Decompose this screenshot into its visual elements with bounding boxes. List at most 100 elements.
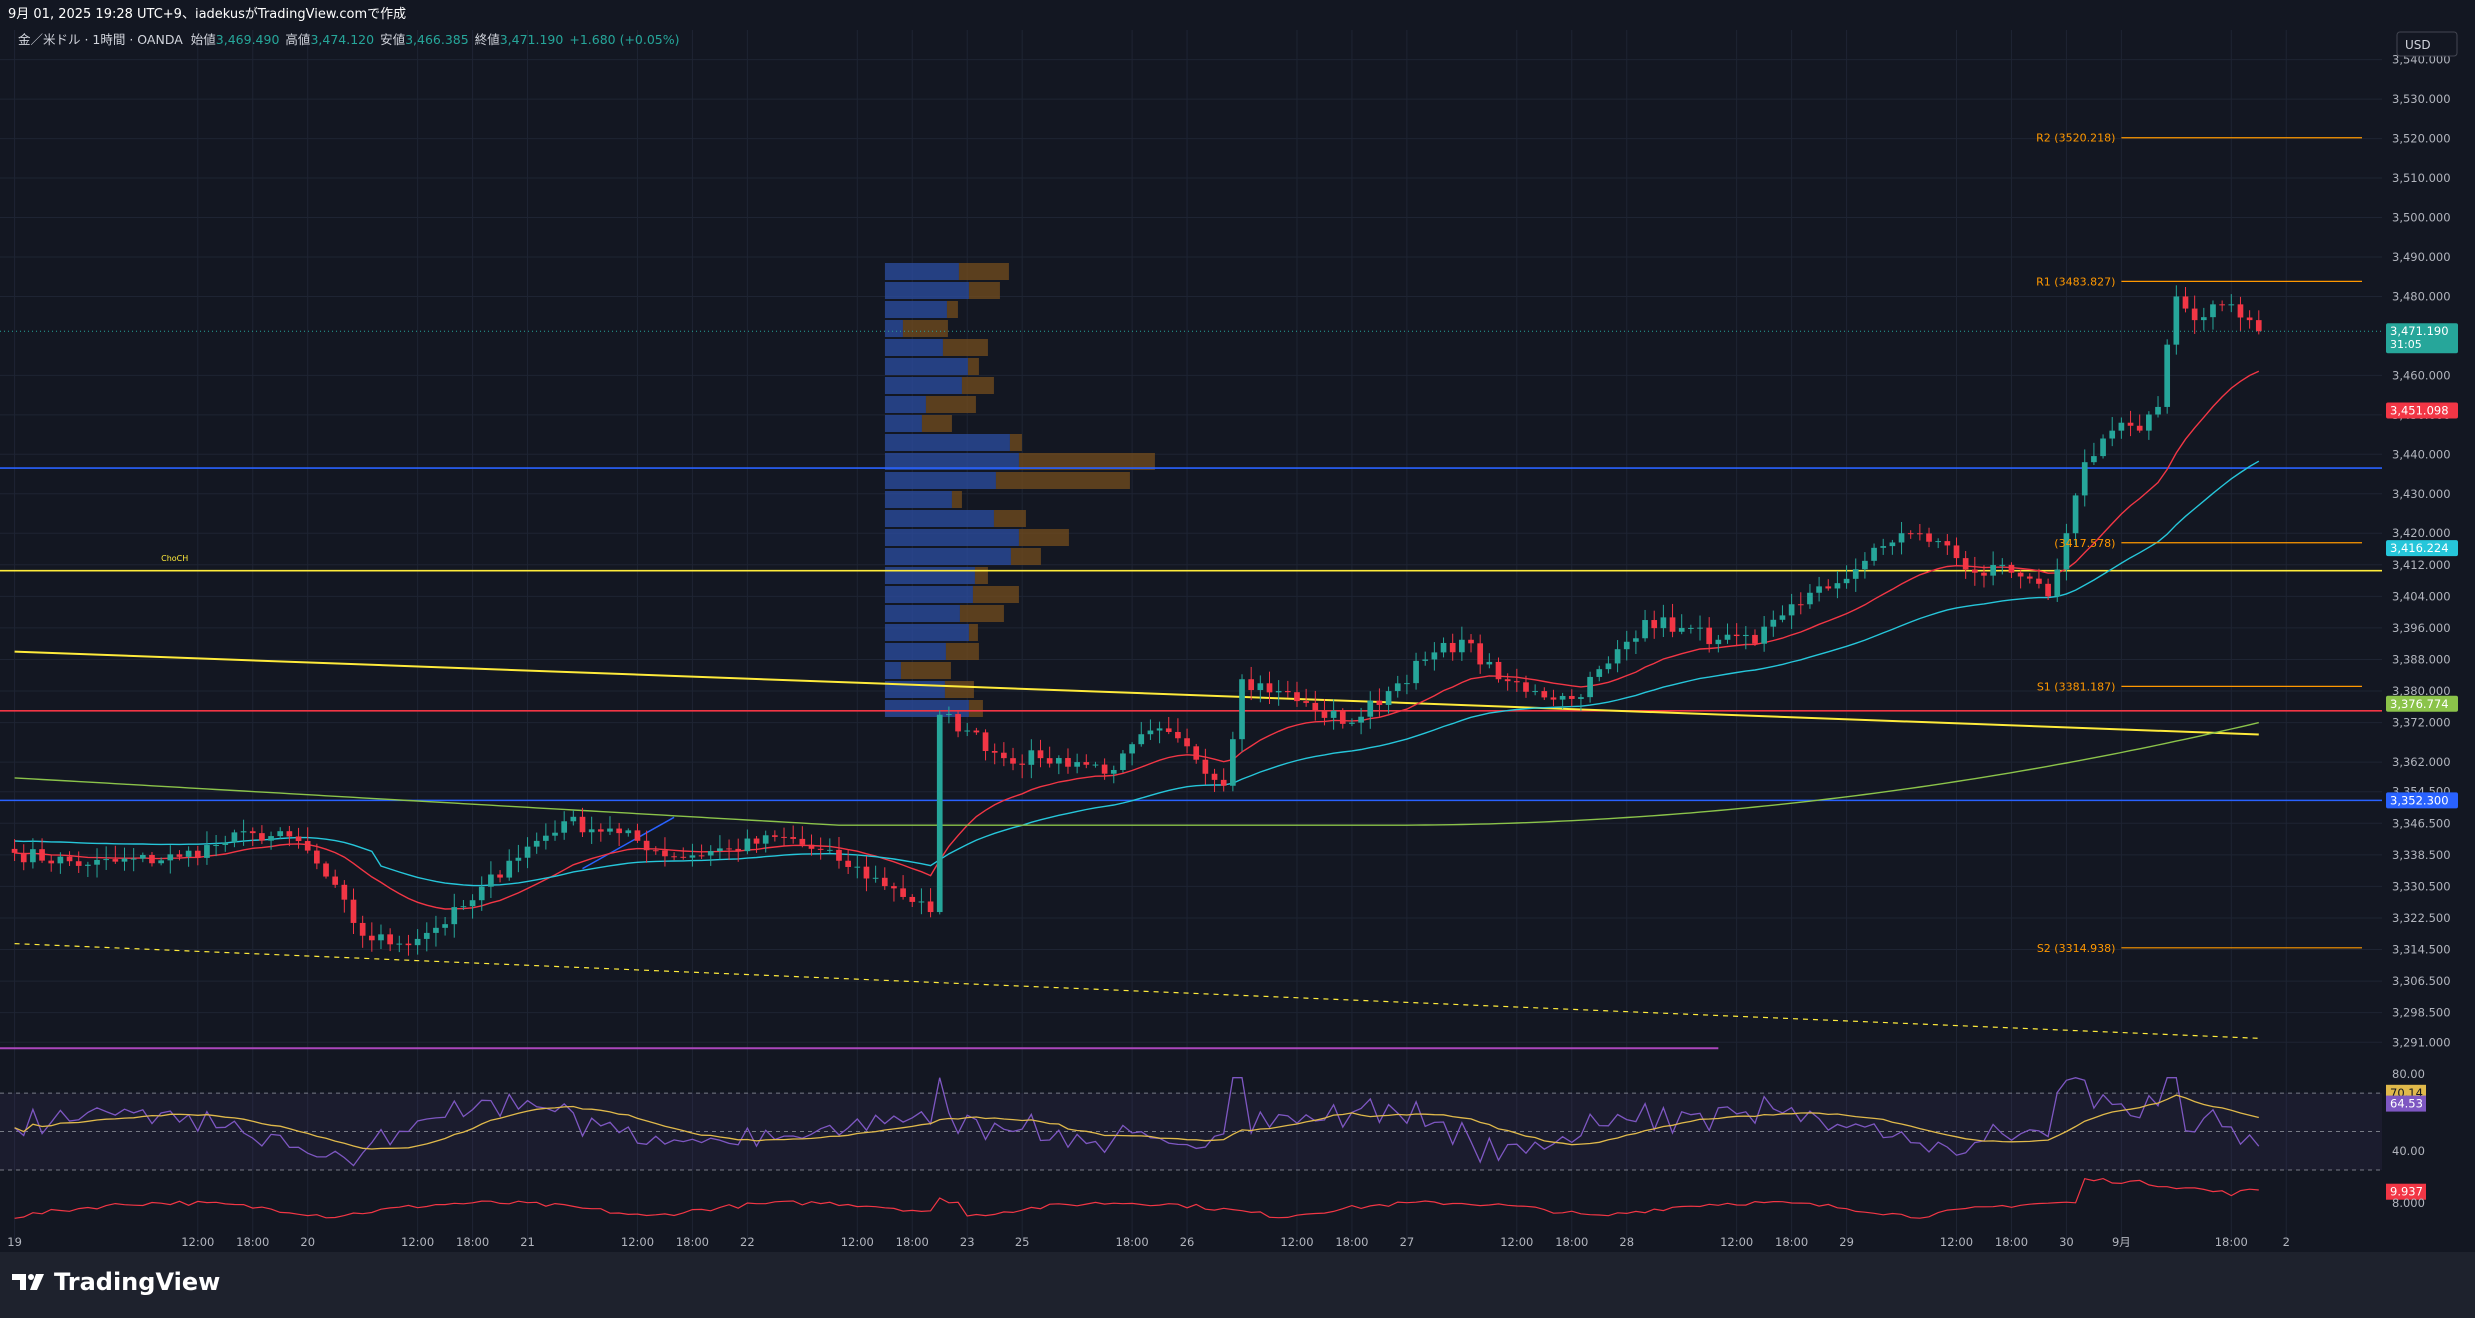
pivot-label-r1: R1 (3483.827)	[2036, 275, 2115, 288]
candle-down	[845, 860, 851, 867]
volume-profile-bar-down	[968, 624, 978, 641]
candle-up	[478, 886, 485, 901]
price-badge-label: 3,451.098	[2390, 403, 2449, 417]
candle-up	[2054, 569, 2061, 597]
volume-profile-bar-up	[884, 510, 994, 527]
legend: 金／米ドル · 1時間 · OANDA 始値3,469.490 高値3,474.12…	[18, 32, 680, 47]
candle-up	[30, 849, 36, 863]
candle-down	[1797, 604, 1804, 606]
volume-profile-bar-up	[884, 548, 1011, 565]
candle-up	[204, 845, 210, 858]
candle-up	[552, 832, 558, 836]
candle-down	[1550, 697, 1557, 700]
time-tick-label: 26	[1180, 1235, 1195, 1249]
candle-up	[1110, 769, 1117, 774]
grid	[0, 30, 2382, 1240]
candle-down	[2255, 320, 2262, 332]
time-tick-label: 19	[7, 1235, 22, 1249]
candle-down	[1294, 692, 1300, 702]
candle-up	[946, 714, 952, 716]
price-tick-label: 3,440.000	[2392, 447, 2451, 461]
candle-up	[158, 860, 164, 864]
oscillator-pane	[14, 1177, 2259, 1219]
candle-down	[2219, 304, 2225, 306]
currency-label: USD	[2405, 38, 2431, 52]
candle-up	[2200, 317, 2207, 321]
volume-profile-bar-down	[972, 586, 1019, 603]
price-badge-label: 3,376.774	[2390, 697, 2449, 711]
time-tick-label: 12:00	[1940, 1235, 1973, 1249]
candle-down	[799, 838, 806, 845]
candle-down	[341, 884, 348, 900]
time-tick-label: 23	[960, 1235, 975, 1249]
volume-profile-bar-down	[974, 567, 988, 584]
candle-down	[112, 859, 119, 862]
candle-down	[808, 844, 815, 849]
time-axis[interactable]: 19 12:00 18:00 20 12:00 18:00 21 12:00 18:00 22 12…	[7, 1235, 2290, 1249]
candle-up	[1074, 762, 1080, 767]
volume-profile-bar-down	[902, 320, 948, 337]
volume-profile-bar-up	[884, 586, 973, 603]
candle-up	[1871, 547, 1877, 561]
candle-down	[753, 838, 760, 844]
candle-up	[277, 831, 284, 837]
candle-down	[2237, 304, 2244, 318]
candle-up	[1431, 652, 1438, 660]
candle-up	[543, 835, 549, 841]
oscillator-line	[14, 1177, 2259, 1219]
tradingview-brand: TradingView	[54, 1268, 221, 1296]
candle-down	[1376, 700, 1383, 705]
volume-profile-bar-down	[925, 396, 976, 413]
trendline-dashed	[14, 943, 2259, 1039]
moving-averages	[14, 370, 2260, 910]
candle-down	[1037, 750, 1044, 759]
currency-button[interactable]: USD	[2396, 31, 2458, 57]
trendline	[14, 650, 2259, 736]
time-tick-label: 27	[1400, 1235, 1415, 1249]
candle-down	[368, 935, 375, 941]
chart-background	[0, 30, 2475, 1252]
volume-profile-bar-down	[951, 491, 962, 508]
candle-down	[295, 836, 302, 842]
candle-down	[1303, 701, 1309, 703]
candle-down	[772, 835, 778, 837]
time-tick-label: 12:00	[401, 1235, 434, 1249]
price-axis[interactable]: 3,540.0003,530.0003,520.0003,510.0003,50…	[2384, 53, 2475, 1252]
legend-low-label: 安値	[380, 32, 405, 47]
candle-down	[781, 836, 787, 838]
price-tick-label: 3,298.500	[2392, 1006, 2451, 1020]
candle-up	[85, 864, 91, 866]
candle-up	[1889, 542, 1896, 547]
tradingview-logo[interactable]: TradingView	[12, 1268, 220, 1296]
volume-profile-bar-up	[884, 282, 969, 299]
candle-down	[634, 830, 641, 841]
price-badge-countdown: 31:05	[2390, 338, 2422, 351]
candle-up	[1275, 691, 1282, 693]
annotation-choch: ChoCH	[161, 554, 188, 563]
candle-up	[1688, 627, 1694, 629]
candle-down	[48, 860, 55, 864]
candle-down	[973, 730, 980, 733]
time-tick-label: 12:00	[1280, 1235, 1313, 1249]
candle-down	[1184, 738, 1190, 747]
candle-down	[1248, 679, 1255, 691]
candle-down	[1202, 759, 1209, 774]
legend-close-label: 終値	[475, 32, 500, 47]
candle-up	[268, 836, 274, 841]
candle-down	[662, 850, 668, 857]
candle-up	[2072, 495, 2079, 534]
rsi-tick-label: 40.00	[2392, 1144, 2425, 1158]
candle-up	[1843, 578, 1850, 584]
price-chart[interactable]: ChoCH R2 (3520.218) R1 (3483.827) (3417.57…	[0, 30, 2475, 1252]
candle-down	[323, 863, 329, 877]
candle-down	[405, 943, 412, 946]
candle-down	[1568, 695, 1575, 699]
candle-up	[469, 900, 476, 907]
candle-up	[1816, 586, 1822, 593]
price-tick-label: 3,346.500	[2392, 816, 2451, 830]
volume-profile	[884, 263, 1155, 717]
candle-down	[1926, 533, 1932, 542]
price-tick-label: 3,322.500	[2392, 911, 2451, 925]
price-tick-label: 3,460.000	[2392, 368, 2451, 382]
candle-up	[1239, 679, 1245, 740]
